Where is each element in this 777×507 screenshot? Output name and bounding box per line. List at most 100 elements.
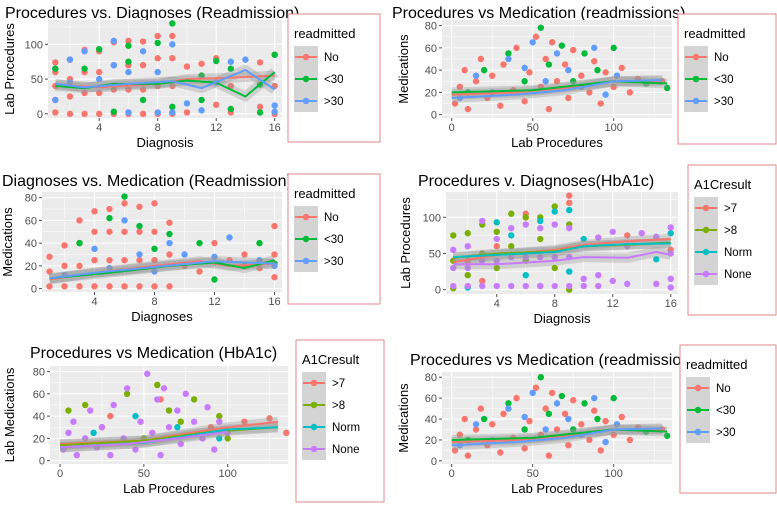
- legend-key-dot: [302, 75, 310, 83]
- series-<30: [52, 20, 278, 116]
- data-point: [46, 283, 53, 290]
- x-tick-label: 50: [138, 468, 150, 480]
- data-point: [121, 283, 128, 290]
- x-tick-label: 16: [268, 296, 280, 308]
- y-tick-label: 60: [425, 43, 437, 55]
- y-tick-label: 40: [425, 414, 437, 426]
- data-point: [548, 389, 556, 397]
- y-axis-label: Lab Medications: [2, 367, 17, 462]
- smooth-line->30: [451, 427, 663, 447]
- legend-label: Norm: [332, 422, 360, 434]
- data-point: [591, 394, 598, 402]
- legend-label: None: [724, 269, 752, 281]
- data-point: [81, 48, 88, 55]
- data-point: [76, 239, 83, 247]
- series-Norm: [90, 412, 223, 442]
- data-point: [450, 282, 457, 290]
- data-point: [653, 256, 660, 263]
- data-point: [537, 235, 544, 243]
- y-tick-label: 40: [25, 238, 37, 250]
- data-point: [479, 217, 486, 225]
- data-point: [609, 228, 616, 235]
- legend-label: >30: [716, 427, 736, 439]
- data-point: [125, 58, 132, 65]
- data-point: [493, 219, 500, 226]
- data-point: [177, 440, 184, 448]
- legend-title: readmitted: [686, 357, 747, 372]
- data-point: [580, 275, 587, 283]
- y-tick-label: 80: [425, 21, 437, 33]
- y-tick-label: 20: [425, 435, 437, 447]
- data-point: [450, 264, 457, 272]
- data-point: [521, 445, 528, 452]
- data-point: [227, 105, 235, 113]
- data-point: [497, 102, 504, 109]
- data-point: [508, 243, 515, 250]
- data-point: [472, 78, 480, 85]
- series-No: [451, 384, 666, 459]
- series->30: [52, 37, 278, 116]
- data-point: [91, 245, 98, 253]
- x-axis-label: Diagnoses: [131, 309, 193, 324]
- legend-label: >30: [324, 256, 344, 268]
- data-point: [610, 83, 617, 91]
- data-point: [451, 100, 459, 107]
- legend-key-dot: [302, 235, 310, 243]
- data-point: [522, 282, 529, 290]
- data-point: [508, 232, 515, 239]
- legend-label: >8: [332, 400, 345, 412]
- data-point: [66, 79, 74, 86]
- data-point: [136, 203, 143, 210]
- data-point: [542, 426, 549, 433]
- data-point: [211, 276, 218, 283]
- data-point: [87, 407, 94, 414]
- data-point: [154, 32, 161, 40]
- data-point: [216, 435, 223, 442]
- data-point: [256, 239, 263, 247]
- legend-key-dot: [702, 226, 710, 234]
- data-point: [497, 449, 504, 456]
- data-point: [154, 396, 161, 403]
- data-point: [580, 235, 587, 243]
- data-point: [551, 221, 558, 228]
- data-point: [169, 55, 176, 62]
- x-axis-label: Lab Procedures: [511, 481, 603, 496]
- y-tick-label: 80: [33, 367, 45, 379]
- legend-key-dot: [702, 248, 710, 256]
- data-point: [199, 435, 206, 442]
- data-point: [123, 385, 131, 392]
- y-tick-label: 0: [431, 110, 437, 122]
- data-point: [479, 277, 486, 285]
- data-point: [151, 283, 158, 290]
- data-point: [477, 55, 485, 63]
- y-tick-label: 40: [425, 65, 437, 77]
- legend-label: No: [714, 52, 729, 64]
- data-point: [70, 418, 77, 425]
- data-point: [198, 60, 205, 67]
- data-point: [271, 274, 278, 281]
- data-point: [271, 51, 278, 58]
- data-point: [542, 78, 549, 85]
- legend-label: >7: [724, 203, 737, 215]
- data-point: [154, 55, 161, 62]
- data-point: [283, 429, 290, 437]
- data-point: [464, 105, 472, 113]
- legend-label: No: [324, 212, 339, 224]
- data-point: [545, 105, 553, 113]
- data-point: [91, 228, 98, 235]
- chart-panel-1: Procedures vs. Diagnoses (Readmission) 4 8…: [2, 5, 381, 150]
- data-point: [95, 110, 103, 118]
- data-point: [216, 418, 223, 425]
- data-point: [106, 214, 113, 222]
- y-tick-label: 0: [435, 285, 441, 297]
- data-point: [125, 37, 132, 45]
- data-point: [166, 283, 173, 290]
- data-point: [493, 257, 500, 264]
- data-point: [61, 283, 68, 290]
- data-point: [154, 109, 161, 116]
- data-point: [472, 72, 480, 79]
- series->30: [456, 389, 621, 449]
- data-point: [81, 110, 88, 118]
- data-point: [151, 256, 158, 264]
- y-tick-label: 0: [39, 456, 45, 468]
